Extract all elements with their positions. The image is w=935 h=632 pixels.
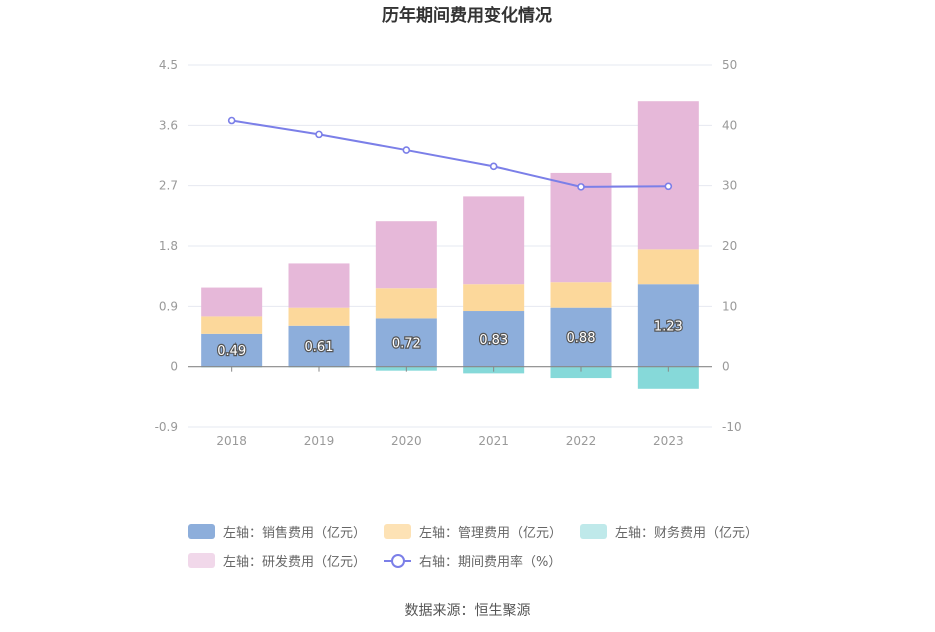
right-tick-label: 10 bbox=[722, 299, 737, 313]
sales-bar bbox=[550, 307, 612, 367]
finance-bar bbox=[550, 366, 612, 379]
legend-swatch-rnd bbox=[188, 552, 215, 568]
admin-bar bbox=[288, 307, 350, 326]
rnd-bar bbox=[201, 287, 263, 317]
left-tick-label: 0 bbox=[170, 360, 178, 374]
rnd-bar bbox=[637, 101, 699, 250]
right-axis: -10 0 10 20 30 40 50 bbox=[722, 58, 742, 434]
chart-title: 历年期间费用变化情况 bbox=[382, 5, 552, 26]
finance-bar bbox=[637, 366, 699, 389]
x-tick-label: 2018 bbox=[216, 434, 247, 448]
bar-value-label: 0.72 bbox=[392, 337, 421, 352]
x-tick-label: 2023 bbox=[653, 434, 684, 448]
sales-bar bbox=[375, 318, 437, 367]
bar-value-label: 0.49 bbox=[217, 344, 246, 359]
chart: 历年期间费用变化情况 0.49 0.61 0.72 0.83 0.88 1.23 -0.9… bbox=[155, 5, 742, 448]
admin-bar bbox=[375, 288, 437, 319]
bars bbox=[201, 101, 699, 389]
left-tick-label: 2.7 bbox=[159, 179, 178, 193]
left-tick-label: 0.9 bbox=[159, 299, 178, 313]
legend-swatch-finance bbox=[580, 523, 608, 539]
left-tick-label: 1.8 bbox=[159, 239, 178, 253]
left-axis: -0.9 0 0.9 1.8 2.7 3.6 4.5 bbox=[155, 58, 178, 434]
legend-label-admin: 左轴：管理费用（亿元） bbox=[419, 525, 563, 541]
rnd-bar bbox=[550, 172, 612, 283]
rnd-bar bbox=[288, 263, 350, 308]
expense-rate-point bbox=[664, 182, 673, 191]
bar-labels: 0.49 0.61 0.72 0.83 0.88 1.23 bbox=[216, 318, 684, 360]
legend-item-finance[interactable]: 左轴：财务费用（亿元） bbox=[580, 522, 758, 541]
grid bbox=[188, 64, 712, 428]
right-tick-label: 20 bbox=[722, 239, 737, 253]
legend-label-sales: 左轴：销售费用（亿元） bbox=[223, 525, 367, 541]
legend-swatch-sales bbox=[188, 523, 215, 539]
rnd-bar bbox=[375, 221, 437, 289]
sales-bar bbox=[288, 325, 350, 367]
legend-item-admin[interactable]: 左轴：管理费用（亿元） bbox=[384, 522, 562, 541]
right-tick-label: 40 bbox=[722, 118, 737, 132]
x-axis: 2018 2019 2020 2021 2022 2023 bbox=[188, 366, 712, 448]
x-tick-label: 2019 bbox=[304, 434, 335, 448]
x-tick-label: 2022 bbox=[566, 434, 597, 448]
legend-item-rnd[interactable]: 左轴：研发费用（亿元） bbox=[188, 551, 366, 570]
rnd-bar bbox=[463, 196, 525, 285]
legend-label-rnd: 左轴：研发费用（亿元） bbox=[223, 554, 367, 570]
bar-value-label: 1.23 bbox=[654, 319, 683, 334]
sales-bar bbox=[463, 311, 525, 367]
admin-bar bbox=[637, 249, 699, 285]
right-tick-label: 50 bbox=[722, 58, 737, 72]
left-tick-label: 3.6 bbox=[159, 118, 178, 132]
legend-label-finance: 左轴：财务费用（亿元） bbox=[615, 525, 759, 541]
bar-value-label: 0.61 bbox=[305, 340, 334, 355]
legend-label-rate: 右轴：期间费用率（%） bbox=[419, 554, 562, 570]
bar-value-label: 0.83 bbox=[479, 333, 508, 348]
right-tick-label: 0 bbox=[722, 360, 730, 374]
sales-bar bbox=[201, 333, 263, 367]
expense-rate-polyline bbox=[231, 119, 669, 188]
x-tick-label: 2021 bbox=[478, 434, 509, 448]
expense-rate-point bbox=[489, 162, 498, 171]
expense-rate-point bbox=[315, 130, 323, 139]
data-source: 数据来源：恒生聚源 bbox=[404, 603, 531, 619]
legend-item-sales[interactable]: 左轴：销售费用（亿元） bbox=[188, 522, 366, 541]
legend: 左轴：销售费用（亿元） 左轴：管理费用（亿元） 左轴：财务费用（亿元） 左轴：研… bbox=[188, 520, 768, 578]
admin-bar bbox=[550, 282, 612, 308]
expense-rate-line bbox=[227, 116, 673, 191]
left-tick-label: 4.5 bbox=[159, 58, 178, 72]
right-tick-label: 30 bbox=[722, 179, 737, 193]
right-tick-label: -10 bbox=[722, 420, 742, 434]
admin-bar bbox=[463, 284, 525, 312]
sales-bar bbox=[637, 284, 699, 367]
legend-swatch-admin bbox=[384, 523, 412, 539]
expense-rate-point bbox=[402, 146, 411, 154]
bar-value-label: 0.88 bbox=[567, 331, 596, 346]
expense-rate-point bbox=[227, 116, 236, 125]
admin-bar bbox=[201, 316, 263, 334]
legend-swatch-rate bbox=[384, 553, 412, 568]
left-tick-label: -0.9 bbox=[155, 420, 178, 434]
x-tick-label: 2020 bbox=[391, 434, 422, 448]
expense-rate-point bbox=[577, 183, 585, 191]
legend-item-rate[interactable]: 右轴：期间费用率（%） bbox=[384, 551, 561, 570]
